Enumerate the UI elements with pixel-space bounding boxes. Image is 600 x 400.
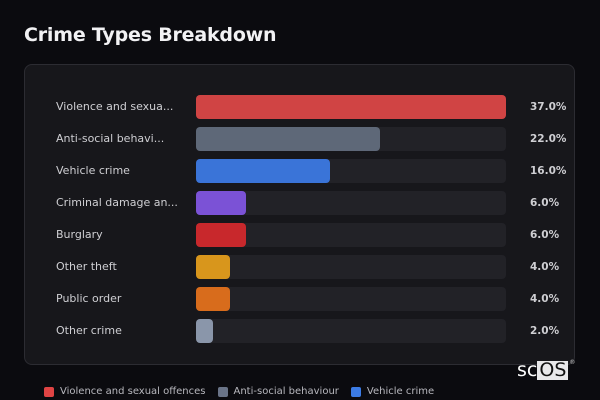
bar-track [196, 159, 506, 183]
legend-label: Vehicle crime [366, 386, 435, 397]
bar-track [196, 287, 506, 311]
legend-swatch-icon [44, 386, 54, 397]
legend-swatch-icon [217, 386, 228, 397]
bar-track [196, 255, 506, 279]
bar[interactable] [196, 127, 381, 151]
bar[interactable] [196, 159, 331, 183]
bar-track [196, 191, 506, 215]
logo-prefix: sc [517, 359, 538, 381]
chart-legend: Violence and sexual offences Anti-social … [44, 386, 434, 397]
bar-row: Violence and sexua... 37.0% [25, 95, 574, 119]
bar-label: Vehicle crime [56, 164, 130, 177]
bar-label: Other theft [56, 260, 117, 273]
legend-swatch-icon [350, 386, 361, 397]
bar-row: Vehicle crime 16.0% [25, 159, 574, 183]
legend-label: Anti-social behaviour [233, 386, 339, 397]
bar-track [196, 223, 506, 247]
bar-row: Other theft 4.0% [25, 255, 574, 279]
bar-track [196, 95, 506, 119]
bar[interactable] [196, 95, 506, 119]
bar-track [196, 319, 506, 343]
bar-value: 16.0% [530, 165, 567, 177]
bar-value: 4.0% [530, 293, 560, 305]
bar-value: 6.0% [530, 197, 560, 209]
legend-item[interactable]: Vehicle crime [350, 386, 435, 397]
bar-label: Other crime [56, 324, 122, 337]
chart-title: Crime Types Breakdown [24, 24, 277, 46]
bar-row: Burglary 6.0% [25, 223, 574, 247]
watermark-logo: sc OS ® [517, 359, 575, 381]
chart-panel: Violence and sexua... 37.0% Anti-social be… [24, 64, 575, 365]
bar[interactable] [196, 287, 230, 311]
bar-row: Public order 4.0% [25, 287, 574, 311]
bar-label: Burglary [56, 228, 103, 241]
bar-value: 2.0% [530, 325, 560, 337]
bar-label: Violence and sexua... [56, 100, 174, 113]
bar[interactable] [196, 319, 213, 343]
bar-track [196, 127, 506, 151]
bar-value: 6.0% [530, 229, 560, 241]
legend-label: Violence and sexual offences [60, 386, 206, 397]
bar-label: Criminal damage an... [56, 196, 178, 209]
logo-reg: ® [569, 359, 576, 366]
bar-value: 37.0% [530, 101, 567, 113]
legend-item[interactable]: Anti-social behaviour [217, 386, 339, 397]
logo-boxed: OS [537, 358, 569, 381]
legend-item[interactable]: Violence and sexual offences [44, 386, 206, 397]
bar-row: Anti-social behavi... 22.0% [25, 127, 574, 151]
bar-value: 4.0% [530, 261, 560, 273]
bar-label: Anti-social behavi... [56, 132, 165, 145]
bar-label: Public order [56, 292, 122, 305]
bar[interactable] [196, 255, 230, 279]
bar-row: Criminal damage an... 6.0% [25, 191, 574, 215]
bar-row: Other crime 2.0% [25, 319, 574, 343]
bar[interactable] [196, 191, 247, 215]
bar-value: 22.0% [530, 133, 567, 145]
bar[interactable] [196, 223, 247, 247]
